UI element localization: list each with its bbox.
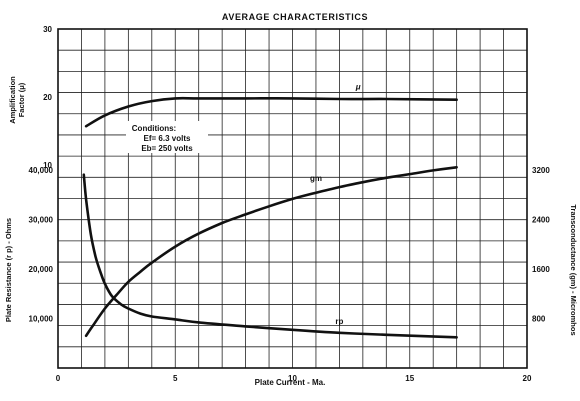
x-tick-label: 5 bbox=[173, 374, 178, 383]
lower-left-tick-label: 20,000 bbox=[29, 265, 54, 274]
x-tick-label: 20 bbox=[523, 374, 532, 383]
upper-left-axis-label-line1: Amplification bbox=[8, 76, 17, 124]
upper-left-axis-label-line2: Factor (μ) bbox=[17, 82, 26, 117]
plot-frame bbox=[57, 28, 528, 369]
x-axis-label: Plate Current - Ma. bbox=[255, 378, 326, 387]
right-ticks: 800 1600 2400 3200 bbox=[532, 166, 550, 324]
upper-left-ticks: 10 20 30 bbox=[43, 25, 52, 170]
conditions-eb: Eb= 250 volts bbox=[141, 144, 193, 153]
series-label-gm: gm bbox=[310, 174, 322, 183]
series-line-rp bbox=[82, 173, 458, 339]
series-label-mu: μ bbox=[355, 83, 361, 92]
chart-title: AVERAGE CHARACTERISTICS bbox=[222, 12, 368, 22]
x-tick-label: 0 bbox=[56, 374, 61, 383]
lower-left-axis-label: Plate Resistance (r p) - Ohms bbox=[4, 218, 13, 322]
right-tick-label: 1600 bbox=[532, 265, 550, 274]
upper-left-tick-label: 30 bbox=[43, 25, 52, 34]
upper-left-tick-label: 20 bbox=[43, 93, 52, 102]
conditions-heading: Conditions: bbox=[132, 124, 176, 133]
series-line-mu bbox=[84, 96, 458, 128]
x-tick-label: 15 bbox=[405, 374, 414, 383]
right-axis-label: Transconductance (gm) - Micromhos bbox=[569, 204, 578, 335]
right-tick-label: 2400 bbox=[532, 215, 550, 224]
right-tick-label: 3200 bbox=[532, 166, 550, 175]
lower-left-ticks: 10,000 20,000 30,000 40,000 bbox=[29, 166, 54, 324]
x-tick-label: 10 bbox=[288, 374, 297, 383]
x-ticks: 0 5 10 15 20 bbox=[56, 374, 532, 383]
series-line-gm bbox=[84, 166, 458, 338]
grid-lines bbox=[58, 29, 527, 368]
lower-left-tick-label: 10,000 bbox=[29, 314, 54, 323]
upper-left-tick-label: 10 bbox=[43, 161, 52, 170]
series-curves bbox=[82, 96, 458, 339]
lower-left-tick-label: 30,000 bbox=[29, 215, 54, 224]
lower-left-tick-label: 40,000 bbox=[29, 166, 54, 175]
series-label-rp: rp bbox=[335, 317, 343, 326]
conditions-box: Conditions: Ef= 6.3 volts Eb= 250 volts bbox=[126, 121, 208, 153]
right-tick-label: 800 bbox=[532, 314, 546, 323]
series-labels: μ gm rp bbox=[310, 83, 361, 326]
conditions-ef: Ef= 6.3 volts bbox=[144, 134, 191, 143]
